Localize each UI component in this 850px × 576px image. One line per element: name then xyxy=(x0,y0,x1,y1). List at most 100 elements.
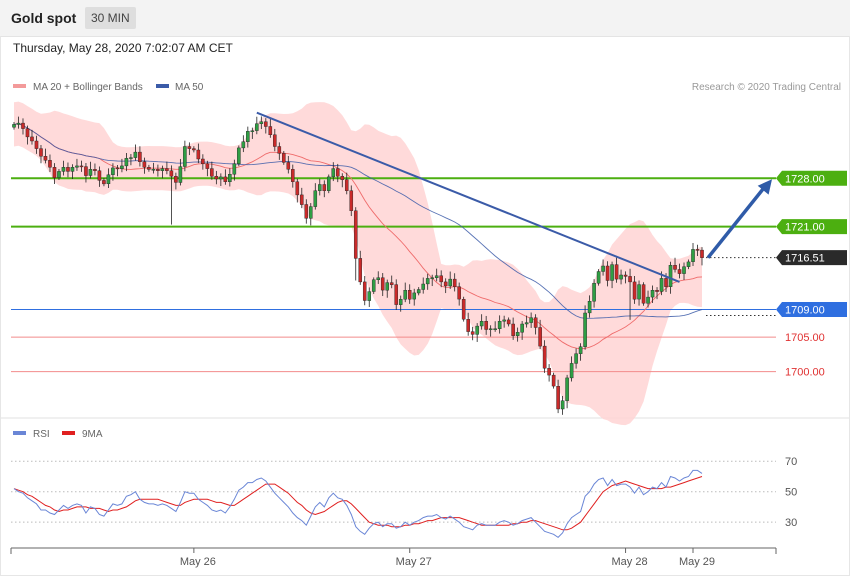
candle xyxy=(237,145,241,167)
candle-body xyxy=(425,278,430,285)
candle xyxy=(183,140,187,172)
candle xyxy=(34,135,39,154)
candle-body xyxy=(327,176,331,191)
candle xyxy=(439,270,443,288)
candle-body xyxy=(655,290,659,292)
candle xyxy=(120,158,124,173)
candle xyxy=(174,172,178,190)
candle xyxy=(434,268,439,282)
candle xyxy=(610,261,614,289)
rsi-ma-legend-label: 9MA xyxy=(82,429,103,440)
candle-body xyxy=(358,258,363,283)
candle-body xyxy=(273,134,277,147)
candle-body xyxy=(691,249,695,262)
candle-body xyxy=(569,363,574,379)
candle-body xyxy=(560,400,565,410)
timeframe-badge[interactable]: 30 MIN xyxy=(85,7,136,29)
candle xyxy=(66,162,70,178)
candle xyxy=(367,287,372,307)
candle-body xyxy=(88,169,93,176)
candle xyxy=(403,282,407,303)
ma50-line xyxy=(13,123,703,319)
candle xyxy=(48,154,52,172)
candle-body xyxy=(277,146,282,154)
candle xyxy=(407,284,412,304)
candle xyxy=(520,321,524,340)
rsi-ma-legend-swatch xyxy=(62,431,75,435)
candle xyxy=(592,279,596,308)
candle-body xyxy=(650,290,655,298)
candle xyxy=(655,287,659,300)
candle xyxy=(232,159,237,181)
candle-body xyxy=(106,174,111,185)
candle-body xyxy=(52,167,57,178)
candle-body xyxy=(619,274,623,280)
candle xyxy=(268,118,273,138)
instrument-title: Gold spot xyxy=(11,10,77,26)
candle-body xyxy=(659,278,664,292)
candle-body xyxy=(362,281,367,301)
candle-body xyxy=(70,167,75,172)
candle xyxy=(637,280,641,306)
candle-body xyxy=(147,167,151,170)
candle-body xyxy=(178,166,183,183)
candle xyxy=(344,172,349,195)
candle xyxy=(178,158,183,186)
moving-averages xyxy=(13,123,703,350)
candle-body xyxy=(515,332,520,336)
candle-body xyxy=(592,283,596,302)
projection-arrow-head xyxy=(757,179,772,195)
candle xyxy=(129,154,133,166)
candle-body xyxy=(295,181,300,196)
candle-body xyxy=(484,321,488,330)
candle xyxy=(277,142,282,160)
candle-body xyxy=(160,168,165,171)
candle xyxy=(133,144,138,161)
rsi-ma-line xyxy=(13,476,703,531)
support-resistance-levels: 1728.00 1721.00 1716.51 1709.00 1705.00 1700.… xyxy=(11,170,847,379)
candle xyxy=(250,127,255,139)
candle xyxy=(12,122,16,130)
candle xyxy=(700,247,704,266)
candle-body xyxy=(430,277,434,279)
candle-body xyxy=(682,266,686,274)
candle xyxy=(389,275,394,289)
candle-body xyxy=(605,265,610,281)
candle xyxy=(111,163,115,181)
candle-body xyxy=(174,175,178,183)
candle xyxy=(259,116,264,130)
candle xyxy=(349,185,354,217)
candle xyxy=(641,282,646,306)
candle-body xyxy=(547,368,551,376)
candle-body xyxy=(21,122,25,129)
candle-body xyxy=(614,264,619,280)
candle xyxy=(142,157,147,174)
candle xyxy=(318,178,322,196)
candle xyxy=(574,348,578,369)
candle xyxy=(623,271,628,284)
candle xyxy=(75,158,79,171)
candle xyxy=(39,145,43,164)
candle-body xyxy=(439,275,443,283)
candle xyxy=(632,276,637,304)
candle xyxy=(264,118,268,134)
candle xyxy=(466,312,470,336)
candle xyxy=(497,315,502,334)
candle-body xyxy=(48,160,52,168)
candle-body xyxy=(322,184,327,191)
candle-body xyxy=(497,321,502,330)
candle-body xyxy=(673,265,677,270)
candle xyxy=(79,160,84,172)
candle xyxy=(246,126,250,148)
candle xyxy=(551,372,556,389)
candle xyxy=(686,259,691,270)
candle-body xyxy=(16,122,21,125)
candle xyxy=(88,161,93,179)
candle-body xyxy=(457,286,461,300)
candle xyxy=(169,165,174,225)
candle xyxy=(515,327,520,342)
candle xyxy=(691,242,695,267)
candle-body xyxy=(344,179,349,191)
candle-body xyxy=(205,163,210,169)
candle xyxy=(115,164,120,177)
